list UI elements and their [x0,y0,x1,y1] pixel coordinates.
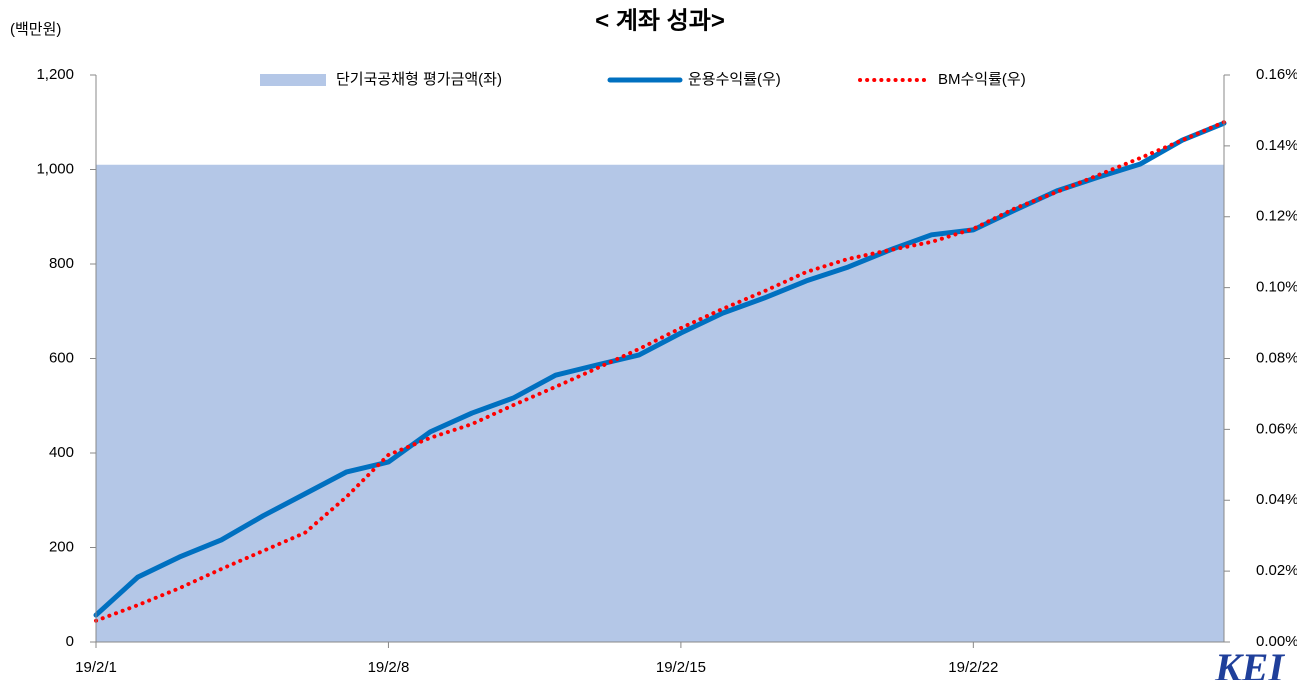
y2-tick-label: 0.10% [1256,279,1297,296]
legend-label: 운용수익률(우) [688,71,781,88]
x-tick-label: 19/2/8 [368,659,410,676]
y-tick-label: 0 [66,633,74,650]
legend-label: 단기국공채형 평가금액(좌) [336,71,502,88]
y2-tick-label: 0.00% [1256,633,1297,650]
line [93,120,1227,618]
y-tick-label: 600 [49,349,74,366]
x-tick-label: 19/2/22 [948,659,998,676]
y2-tick-label: 0.02% [1256,562,1297,579]
y2-tick-label: 0.14% [1256,137,1297,154]
legend-swatch [260,74,326,86]
logo: KEI [1214,645,1285,680]
y2-tick-label: 0.16% [1256,66,1297,83]
legend-label: BM수익률(우) [938,71,1026,88]
x-tick-label: 19/2/15 [656,659,706,676]
y-tick-label: 400 [49,444,74,461]
y2-tick-label: 0.06% [1256,420,1297,437]
y2-tick-label: 0.04% [1256,491,1297,508]
x-tick-label: 19/2/1 [75,659,117,676]
y2-tick-label: 0.12% [1256,208,1297,225]
line [94,120,1226,623]
y-tick-label: 1,200 [36,66,74,83]
y-tick-label: 800 [49,255,74,272]
y-tick-label: 1,000 [36,160,74,177]
y2-tick-label: 0.08% [1256,349,1297,366]
y-tick-label: 200 [49,538,74,555]
area [96,164,1224,642]
y-unit-label: (백만원) [10,21,61,38]
chart-title: < 계좌 성과> [595,7,725,34]
